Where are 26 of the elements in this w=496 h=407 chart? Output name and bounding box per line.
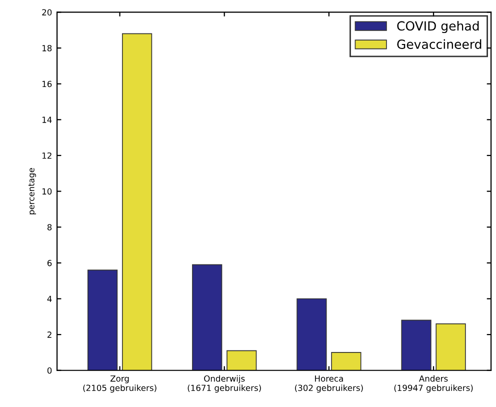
y-tick-label: 8 (47, 224, 52, 230)
bar (192, 264, 222, 370)
y-tick-label: 2 (47, 332, 52, 338)
bar (296, 298, 327, 370)
y-tick-label: 6 (47, 260, 52, 266)
y-tick-label: 20 (42, 9, 52, 16)
bar (401, 320, 432, 370)
bar (331, 352, 362, 370)
x-tick-label: Anders (19947 gebruikers) (394, 375, 473, 393)
bar (436, 323, 466, 370)
y-tick-label: 16 (42, 80, 52, 88)
x-tick-label: Onderwijs (1671 gebruikers) (188, 375, 261, 393)
legend-label: Gevaccineerd (397, 39, 482, 49)
x-tick-label: Horeca (302 gebruikers) (295, 375, 363, 393)
y-axis-title: percentage (28, 168, 36, 214)
legend-label: COVID gehad (397, 20, 479, 34)
y-tick-label: 10 (42, 188, 52, 195)
x-tick-label: Zorg (2105 gebruikers) (83, 375, 156, 393)
y-tick-label: 18 (42, 45, 52, 52)
y-tick-label: 12 (42, 152, 52, 159)
y-tick-label: 0 (47, 367, 52, 374)
y-tick-label: 14 (42, 116, 52, 123)
bar (87, 270, 118, 370)
bar (226, 350, 257, 370)
bar (122, 33, 152, 370)
y-tick-label: 4 (47, 296, 52, 302)
